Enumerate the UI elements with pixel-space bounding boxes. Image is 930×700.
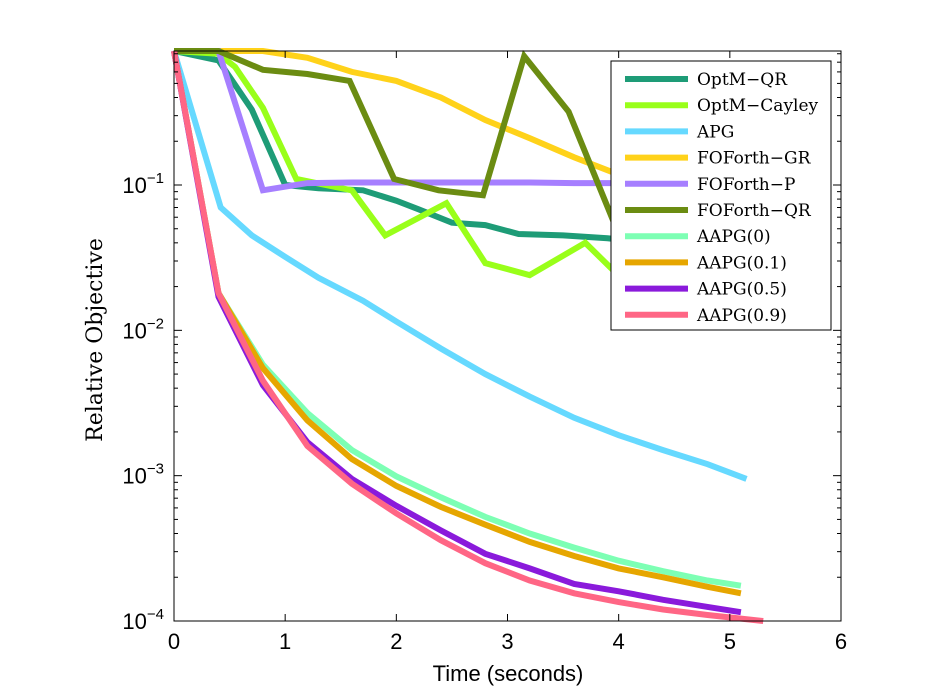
y-tick-label: 10−2 — [122, 315, 164, 343]
x-tick-label: 4 — [613, 629, 625, 654]
x-tick-label: 2 — [390, 629, 402, 654]
x-axis-title: Time (seconds) — [433, 661, 584, 686]
legend-label-9: AAPG(0.9) — [696, 306, 787, 326]
tick-layer: 0 1 2 3 4 5 6 10−4 10−3 10−2 10−1 — [122, 51, 847, 654]
y-tick-label: 10−3 — [122, 461, 164, 489]
legend: OptM−QR OptM−Cayley APG FOForth−GR FOForth−P… — [610, 60, 832, 331]
y-tick-label: 10−4 — [122, 606, 164, 634]
legend-label-7: AAPG(0.1) — [696, 253, 787, 273]
series-line-7 — [171, 50, 742, 597]
legend-label-1: OptM−Cayley — [697, 96, 819, 116]
series-line-2 — [171, 50, 748, 482]
x-tick-label: 3 — [501, 629, 513, 654]
legend-label-8: AAPG(0.5) — [696, 280, 787, 300]
legend-label-2: APG — [696, 122, 734, 142]
y-tick-label: 10−1 — [122, 170, 164, 198]
x-tick-label: 6 — [835, 629, 847, 654]
series-line-9 — [171, 50, 764, 624]
legend-label-5: FOForth−QR — [697, 201, 812, 221]
legend-label-4: FOForth−P — [697, 175, 795, 195]
legend-label-0: OptM−QR — [697, 70, 788, 90]
x-tick-label: 0 — [168, 629, 180, 654]
x-tick-label: 5 — [724, 629, 736, 654]
x-tick-label: 1 — [279, 629, 291, 654]
legend-label-6: AAPG(0) — [696, 227, 771, 247]
y-axis-title: Relative Objective — [83, 238, 108, 442]
legend-label-3: FOForth−GR — [697, 149, 812, 169]
series-layer — [171, 48, 764, 624]
